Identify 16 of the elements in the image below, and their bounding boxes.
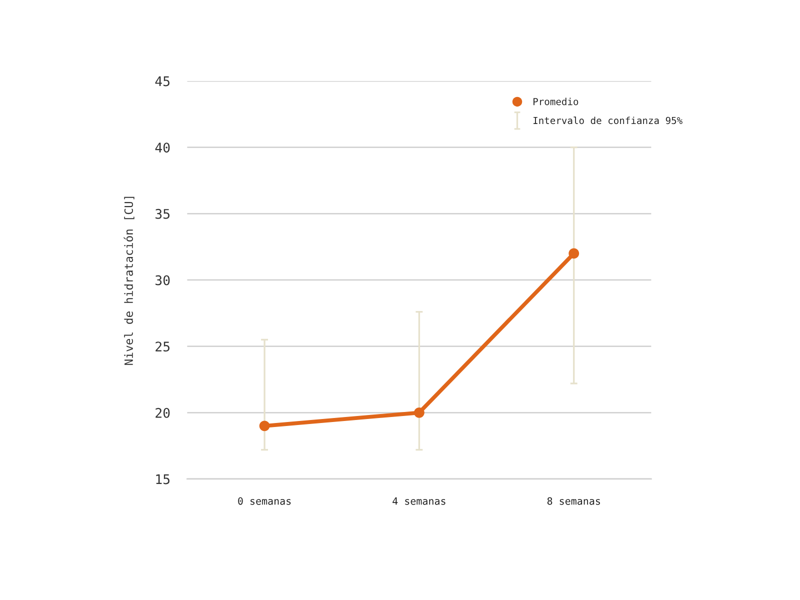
- point: [259, 420, 270, 432]
- point: [568, 248, 580, 259]
- x-tick-label: 4 semanas: [392, 497, 446, 505]
- y-tick-label: 45: [155, 76, 170, 86]
- annotation: Intervalo de confianza 95%: [534, 116, 682, 124]
- x-tick-label: 0 semanas: [238, 497, 291, 505]
- y-tick-label: 25: [156, 342, 170, 352]
- y-tick-label: 30: [156, 275, 170, 286]
- y-tick-label: 15: [156, 474, 170, 484]
- x-tick-label: 8 semanas: [547, 497, 600, 505]
- y-axis-title: Nivel de hidratación [CU]: [124, 196, 134, 365]
- y-tick-label: 20: [156, 408, 170, 418]
- y-tick-label: 35: [156, 208, 170, 219]
- y-tick-label: 40: [155, 142, 170, 153]
- point: [414, 407, 424, 418]
- legend-label: Promedio: [534, 98, 578, 106]
